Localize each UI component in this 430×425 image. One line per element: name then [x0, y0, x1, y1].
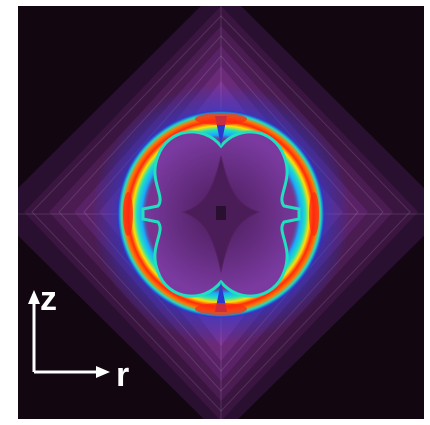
ring-hotspots	[123, 113, 319, 315]
density-svg	[18, 6, 424, 419]
r-axis-label: r	[116, 356, 130, 394]
density-image	[18, 6, 424, 419]
z-axis-label: z	[40, 280, 57, 318]
r-arrowhead-icon	[96, 366, 110, 378]
z-arrowhead-icon	[28, 290, 40, 304]
